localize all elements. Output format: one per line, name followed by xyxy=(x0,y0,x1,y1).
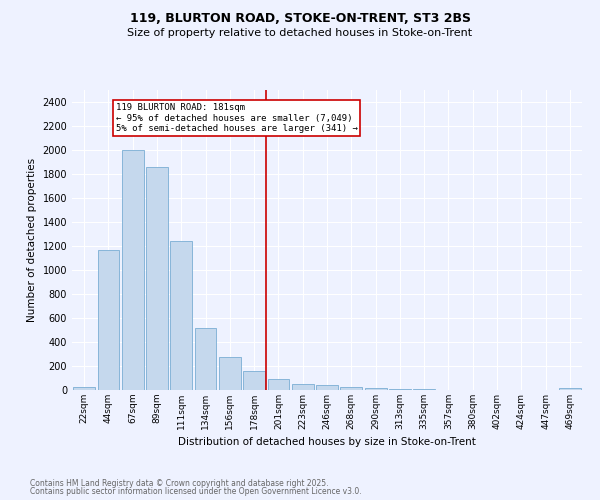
Bar xyxy=(365,388,386,390)
Y-axis label: Number of detached properties: Number of detached properties xyxy=(27,158,37,322)
Bar xyxy=(243,372,265,390)
Bar xyxy=(389,389,411,390)
Text: Contains public sector information licensed under the Open Government Licence v3: Contains public sector information licen… xyxy=(30,487,362,496)
Bar xyxy=(122,150,143,390)
Text: 119, BLURTON ROAD, STOKE-ON-TRENT, ST3 2BS: 119, BLURTON ROAD, STOKE-ON-TRENT, ST3 2… xyxy=(130,12,470,26)
Text: Contains HM Land Registry data © Crown copyright and database right 2025.: Contains HM Land Registry data © Crown c… xyxy=(30,478,329,488)
Bar xyxy=(73,387,95,390)
Bar xyxy=(97,250,119,390)
Bar xyxy=(316,384,338,390)
Bar xyxy=(559,388,581,390)
Bar xyxy=(268,378,289,390)
Bar xyxy=(194,328,217,390)
Bar xyxy=(170,240,192,390)
Text: 119 BLURTON ROAD: 181sqm
← 95% of detached houses are smaller (7,049)
5% of semi: 119 BLURTON ROAD: 181sqm ← 95% of detach… xyxy=(116,103,358,133)
Bar xyxy=(340,388,362,390)
Bar xyxy=(219,356,241,390)
Bar xyxy=(146,167,168,390)
Text: Size of property relative to detached houses in Stoke-on-Trent: Size of property relative to detached ho… xyxy=(127,28,473,38)
X-axis label: Distribution of detached houses by size in Stoke-on-Trent: Distribution of detached houses by size … xyxy=(178,438,476,448)
Bar xyxy=(292,384,314,390)
